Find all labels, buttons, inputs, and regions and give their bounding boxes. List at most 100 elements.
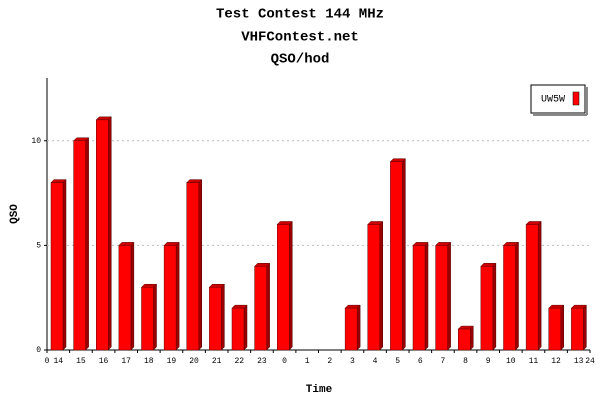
- bar-top: [435, 242, 452, 246]
- bar-top: [548, 304, 565, 309]
- bar-top: [118, 242, 135, 246]
- bar-side: [492, 262, 497, 351]
- x-tick-label: 13: [574, 357, 584, 366]
- x-tick-label: 23: [257, 357, 267, 366]
- x-tick-label: 5: [395, 357, 400, 366]
- chart-subtitle: QSO/hod: [271, 52, 330, 68]
- bar-top: [457, 325, 474, 330]
- bar-top: [140, 283, 158, 288]
- bar-side: [537, 220, 542, 351]
- x-tick-label: 17: [121, 357, 131, 366]
- bar-side: [470, 325, 474, 351]
- bar: [344, 307, 358, 351]
- x-tick-label: 6: [418, 357, 423, 366]
- x-tick-label: 24: [585, 357, 595, 366]
- bar-top: [95, 116, 112, 121]
- bar: [412, 245, 426, 351]
- bar-side: [85, 137, 89, 351]
- bar: [209, 286, 222, 351]
- chart-title: Test Contest 144 MHz: [216, 7, 384, 23]
- x-tick-label: 14: [54, 357, 64, 366]
- bar-top: [525, 221, 542, 225]
- bar-top: [231, 304, 248, 309]
- x-tick-label: 20: [189, 357, 199, 366]
- bar-side: [266, 262, 270, 351]
- x-tick-label: 16: [99, 357, 109, 366]
- bar-side: [175, 241, 180, 351]
- bar: [480, 266, 494, 351]
- x-tick-label: 19: [167, 357, 177, 366]
- bar-side: [356, 304, 361, 351]
- x-tick-label: 11: [529, 357, 539, 366]
- bar-top: [502, 242, 520, 246]
- bar: [50, 182, 64, 351]
- bar-side: [153, 283, 157, 351]
- bar-side: [62, 179, 67, 351]
- bar: [525, 224, 539, 351]
- bar-top: [208, 283, 225, 288]
- y-axis-title: QSO: [9, 204, 21, 224]
- bar-side: [379, 220, 383, 351]
- x-tick-label: 7: [441, 357, 446, 366]
- bar-top: [367, 221, 384, 225]
- bar-side: [289, 220, 293, 351]
- x-tick-label: 18: [144, 357, 154, 366]
- bar-side: [402, 158, 406, 351]
- x-tick-label: 4: [373, 357, 378, 366]
- bar: [390, 161, 403, 351]
- x-tick-label: 3: [350, 357, 355, 366]
- chart-subtitle: VHFContest.net: [241, 30, 359, 46]
- bar: [231, 307, 245, 351]
- y-tick-label: 10: [31, 137, 41, 146]
- bar: [186, 182, 199, 351]
- bar-side: [515, 241, 519, 351]
- bar: [277, 224, 290, 351]
- bar-side: [198, 179, 202, 351]
- bar-side: [243, 304, 248, 351]
- bar-side: [583, 304, 587, 351]
- bar-side: [447, 241, 451, 351]
- bar: [96, 119, 109, 351]
- legend-swatch: [572, 91, 580, 106]
- x-tick-label: 21: [212, 357, 222, 366]
- bar-top: [50, 179, 67, 183]
- bar: [367, 224, 380, 351]
- y-tick-label: 0: [36, 346, 41, 355]
- bar-top: [570, 304, 587, 309]
- bar: [254, 266, 267, 351]
- bar-side: [221, 283, 225, 351]
- x-tick-label: 9: [486, 357, 491, 366]
- x-axis-title: Time: [306, 384, 333, 396]
- bar: [118, 245, 132, 351]
- bar-top: [344, 304, 361, 309]
- bar-top: [163, 242, 180, 246]
- bar: [458, 328, 471, 351]
- x-tick-label: 1: [305, 357, 310, 366]
- bar-top: [412, 242, 429, 246]
- bar-side: [108, 116, 112, 351]
- bar-top: [480, 263, 497, 267]
- bar: [73, 140, 86, 351]
- legend-label: UW5W: [541, 95, 565, 106]
- y-tick-label: 5: [36, 241, 41, 250]
- bar: [163, 245, 177, 351]
- x-tick-label: 0: [45, 357, 50, 366]
- x-tick-label: 8: [463, 357, 468, 366]
- x-tick-label: 12: [551, 357, 561, 366]
- x-tick-label: 15: [76, 357, 86, 366]
- bar-side: [130, 241, 135, 351]
- bar-side: [560, 304, 564, 351]
- bar: [571, 307, 584, 351]
- bar: [435, 245, 448, 351]
- bar: [141, 286, 154, 351]
- bar-top: [276, 221, 293, 225]
- x-tick-label: 0: [282, 357, 287, 366]
- bar: [548, 307, 561, 351]
- bar: [503, 245, 516, 351]
- x-tick-label: 22: [235, 357, 245, 366]
- bar-top: [254, 263, 271, 267]
- bar-top: [73, 137, 90, 142]
- x-tick-label: 2: [327, 357, 332, 366]
- bar-side: [424, 241, 429, 351]
